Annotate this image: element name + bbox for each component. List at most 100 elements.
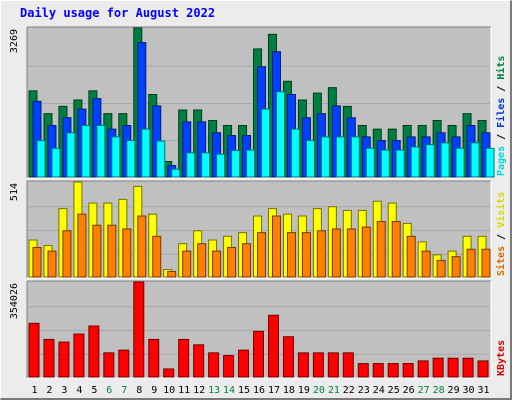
x-tick-label: 24: [373, 385, 385, 396]
bar-sites: [182, 250, 192, 278]
bar-kbytes: [253, 330, 265, 378]
bar-sites: [107, 224, 117, 278]
bar-pages: [186, 152, 196, 178]
x-tick-label: 26: [403, 385, 415, 396]
bar-pages: [141, 128, 151, 178]
bar-pages: [66, 132, 76, 178]
x-tick-label: 12: [193, 385, 205, 396]
bar-pages: [425, 144, 435, 178]
x-tick-label: 25: [388, 385, 400, 396]
bar-sites: [316, 230, 326, 278]
bar-pages: [96, 124, 106, 178]
bar-sites: [331, 228, 341, 278]
legend-2: KBytes: [496, 340, 507, 376]
legend-entry-sites: Sites: [495, 246, 507, 276]
bar-sites: [346, 228, 356, 278]
bar-pages: [111, 136, 121, 178]
legend-0: Pages / Files / Hits: [495, 56, 507, 176]
x-tick-label: 19: [298, 385, 310, 396]
bar-sites: [137, 215, 147, 278]
bar-kbytes: [357, 363, 369, 378]
bar-pages: [290, 128, 300, 178]
bar-pages: [126, 140, 136, 178]
x-tick-label: 21: [328, 385, 340, 396]
bar-kbytes: [208, 352, 220, 378]
bar-pages: [246, 149, 256, 178]
bar-pages: [261, 108, 271, 178]
x-tick-label: 27: [418, 385, 430, 396]
bar-pages: [485, 147, 495, 178]
y-max-label: 514: [9, 183, 20, 201]
legend-1: Sites / Visits: [495, 192, 507, 276]
bar-kbytes: [327, 352, 339, 378]
bar-kbytes: [133, 281, 145, 378]
legend-separator: /: [496, 128, 507, 146]
bar-kbytes: [387, 363, 399, 378]
x-tick-label: 31: [477, 385, 489, 396]
bar-kbytes: [342, 352, 354, 378]
bar-kbytes: [193, 344, 205, 378]
bar-kbytes: [103, 352, 115, 378]
bar-kbytes: [447, 357, 459, 378]
x-tick-label: 18: [283, 385, 295, 396]
bar-kbytes: [372, 363, 384, 378]
bar-kbytes: [163, 368, 175, 378]
x-tick-label: 30: [463, 385, 475, 396]
bar-pages: [395, 149, 405, 178]
bar-sites: [301, 232, 311, 278]
bar-sites: [62, 230, 72, 278]
y-max-label: 3269: [9, 29, 20, 53]
bar-pages: [275, 91, 285, 178]
bar-pages: [440, 142, 450, 178]
legend-separator: /: [496, 80, 507, 98]
x-tick-label: 3: [61, 385, 67, 396]
bar-sites: [92, 224, 102, 278]
bar-kbytes: [432, 357, 444, 378]
bar-kbytes: [282, 336, 294, 378]
bar-sites: [212, 250, 222, 278]
bar-kbytes: [402, 363, 414, 378]
x-tick-label: 22: [343, 385, 355, 396]
bar-kbytes: [312, 352, 324, 378]
x-tick-label: 11: [178, 385, 190, 396]
bar-pages: [305, 140, 315, 178]
bar-pages: [470, 142, 480, 178]
bar-kbytes: [73, 333, 85, 378]
x-tick-label: 13: [208, 385, 220, 396]
bar-kbytes: [28, 322, 40, 378]
x-tick-label: 1: [31, 385, 37, 396]
bar-kbytes: [238, 349, 250, 378]
x-tick-label: 6: [106, 385, 112, 396]
x-tick-label: 28: [433, 385, 445, 396]
bar-kbytes: [118, 349, 130, 378]
x-tick-label: 20: [313, 385, 325, 396]
bar-kbytes: [43, 338, 55, 378]
bar-pages: [81, 124, 91, 178]
x-tick-label: 17: [268, 385, 280, 396]
bar-pages: [380, 149, 390, 178]
bar-sites: [271, 215, 281, 278]
bar-sites: [391, 221, 401, 278]
bar-sites: [481, 248, 491, 278]
bar-pages: [231, 150, 241, 178]
bar-sites: [152, 235, 162, 278]
bar-pages: [216, 153, 226, 178]
bar-sites: [421, 250, 431, 278]
bar-sites: [32, 246, 42, 278]
y-max-label: 354026: [9, 283, 20, 319]
bar-pages: [410, 146, 420, 178]
bar-sites: [466, 248, 476, 278]
bar-pages: [455, 147, 465, 178]
bar-sites: [47, 250, 57, 278]
bar-kbytes: [297, 352, 309, 378]
bar-sites: [77, 213, 87, 278]
bar-kbytes: [462, 357, 474, 378]
x-tick-label: 7: [121, 385, 127, 396]
bar-pages: [335, 136, 345, 178]
bar-sites: [406, 235, 416, 278]
bar-sites: [242, 243, 252, 278]
x-tick-label: 16: [253, 385, 265, 396]
bar-sites: [197, 243, 207, 278]
bar-sites: [361, 226, 371, 278]
bar-kbytes: [477, 360, 489, 378]
